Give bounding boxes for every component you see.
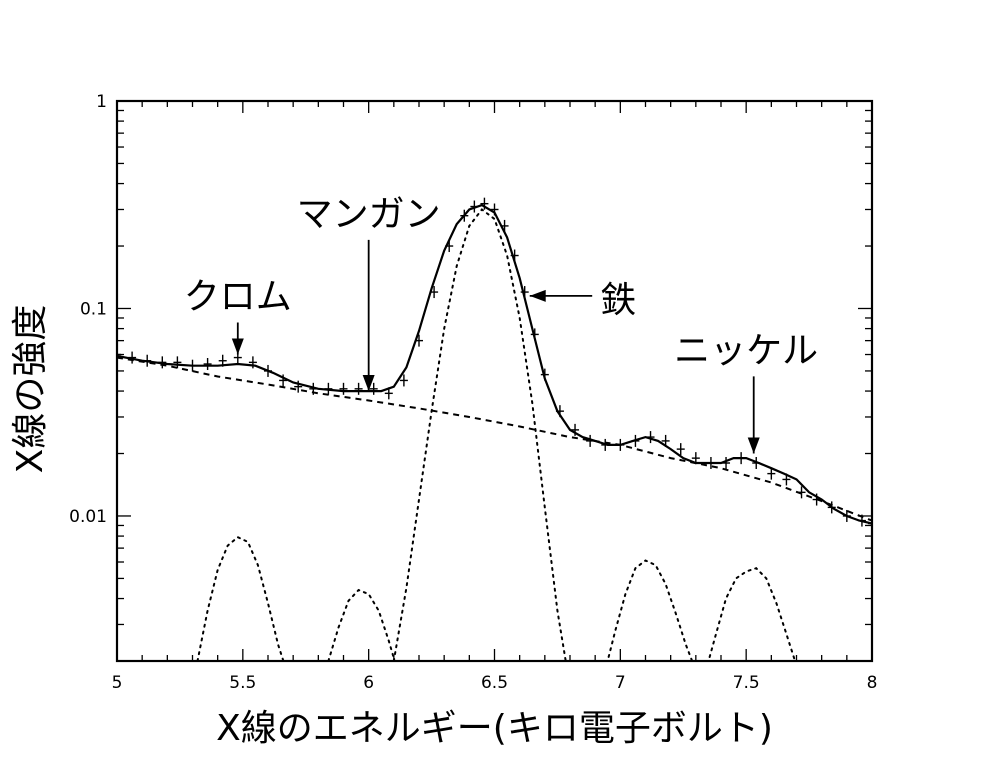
annotation-label: ニッケル — [674, 330, 818, 371]
annotation: クロム — [184, 276, 292, 355]
x-tick-label: 5.5 — [229, 673, 256, 693]
annotation: マンガン — [297, 194, 441, 392]
data-point — [173, 356, 182, 369]
data-point — [676, 443, 685, 456]
arrowhead — [231, 338, 244, 355]
arrowhead — [529, 289, 546, 302]
x-tick-label: 7 — [615, 673, 626, 693]
annotation: ニッケル — [674, 330, 818, 454]
arrowhead — [747, 437, 760, 454]
line-component-3 — [392, 208, 567, 661]
annotation-label: 鉄 — [600, 280, 636, 321]
line-component-7 — [707, 567, 797, 661]
line-component-6 — [606, 559, 694, 661]
ticks-layer: 5 5.5 6 6.5 7 7.5 8 1 0.1 0.01 — [69, 92, 877, 693]
continuum-line — [117, 356, 872, 522]
y-tick-label: 0.1 — [80, 299, 107, 319]
x-axis-title: X線のエネルギー(キロ電子ボルト) — [216, 708, 773, 749]
y-axis-title: X線の強度 — [10, 305, 51, 474]
arrowhead — [362, 375, 375, 392]
data-point — [767, 467, 776, 480]
y-tick-label: 0.01 — [69, 507, 107, 527]
line-component-5 — [327, 588, 396, 661]
line-component-4 — [196, 536, 285, 661]
x-tick-label: 6.5 — [481, 673, 508, 693]
annotation-label: マンガン — [297, 194, 441, 235]
annotation-label: クロム — [184, 276, 292, 317]
data-point — [354, 382, 363, 395]
data-point — [399, 374, 408, 387]
series-layer — [117, 197, 872, 661]
data-point — [369, 382, 378, 395]
x-tick-label: 7.5 — [733, 673, 760, 693]
data-point — [339, 382, 348, 395]
x-tick-label: 8 — [867, 673, 878, 693]
model-total-line — [117, 203, 872, 525]
x-tick-label: 5 — [112, 673, 123, 693]
y-tick-label: 1 — [96, 92, 107, 112]
data-point — [203, 358, 212, 371]
x-tick-label: 6 — [363, 673, 374, 693]
annotation: 鉄 — [529, 280, 636, 321]
plot-frame — [115, 99, 874, 663]
